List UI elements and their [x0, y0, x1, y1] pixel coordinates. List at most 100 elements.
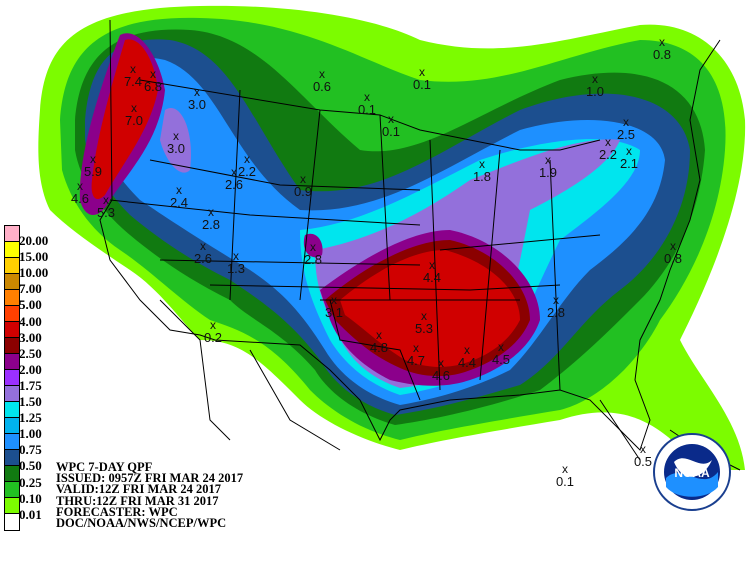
legend-label: 10.00 — [19, 265, 49, 281]
maximum-value-label: 2.8 — [202, 217, 220, 232]
maximum-marker-icon: x — [479, 157, 485, 171]
legend-label: 2.50 — [19, 345, 42, 361]
maximum-value-label: 2.6 — [194, 251, 212, 266]
maximum-value-label: 2.2 — [238, 164, 256, 179]
maximum-marker-icon: x — [319, 67, 325, 81]
maximum-marker-icon: x — [208, 205, 214, 219]
maximum-value-label: 7.0 — [125, 113, 143, 128]
maximum-value-label: 2.8 — [304, 252, 322, 267]
legend-label: 7.00 — [19, 281, 42, 297]
maximum-value-label: 0.9 — [294, 184, 312, 199]
maximum-marker-icon: x — [464, 343, 470, 357]
legend-label: 0.75 — [19, 442, 42, 458]
legend-swatch — [5, 514, 19, 530]
maximum-marker-icon: x — [150, 67, 156, 81]
maximum-value-label: 5.3 — [415, 321, 433, 336]
legend-swatch — [5, 242, 19, 258]
maximum-marker-icon: x — [670, 239, 676, 253]
maximum-marker-icon: x — [176, 183, 182, 197]
maximum-marker-icon: x — [438, 356, 444, 370]
legend-swatch — [5, 338, 19, 354]
maximum-marker-icon: x — [300, 172, 306, 186]
maximum-value-label: 1.0 — [586, 84, 604, 99]
issued-time: ISSUED: 0957Z FRI MAR 24 2017 — [56, 471, 244, 486]
forecaster: FORECASTER: WPC — [56, 504, 178, 519]
maximum-value-label: 2.5 — [617, 127, 635, 142]
maximum-marker-icon: x — [173, 129, 179, 143]
legend-swatch — [5, 274, 19, 290]
maximum-marker-icon: x — [210, 318, 216, 332]
maximum-marker-icon: x — [376, 328, 382, 342]
maximum-value-label: 4.4 — [423, 270, 441, 285]
legend-label: 20.00 — [19, 233, 49, 248]
maximum-value-label: 7.4 — [124, 74, 142, 89]
precip-shading — [38, 5, 746, 471]
legend-label: 0.50 — [19, 458, 42, 474]
legend-label: 1.75 — [19, 377, 42, 393]
legend-label: 15.00 — [19, 249, 49, 265]
maximum-value-label: 0.1 — [413, 77, 431, 92]
legend-swatch — [5, 258, 19, 274]
legend-swatch — [5, 306, 19, 322]
maximum-marker-icon: x — [77, 179, 83, 193]
maximum-marker-icon: x — [413, 341, 419, 355]
legend-label: 0.01 — [19, 506, 42, 522]
maximum-value-label: 2.1 — [620, 156, 638, 171]
color-legend — [4, 225, 20, 531]
legend-label: 4.00 — [19, 313, 42, 329]
maximum-value-label: 3.0 — [167, 141, 185, 156]
legend-swatch — [5, 450, 19, 466]
maximum-marker-icon: x — [553, 293, 559, 307]
maximum-marker-icon: x — [640, 442, 646, 456]
legend-swatch — [5, 434, 19, 450]
legend-swatch — [5, 386, 19, 402]
maximum-marker-icon: x — [200, 239, 206, 253]
maximum-marker-icon: x — [130, 62, 136, 76]
maximum-value-label: 5.3 — [97, 205, 115, 220]
maximum-value-label: 4.5 — [492, 352, 510, 367]
maximum-value-label: 0.5 — [634, 454, 652, 469]
maximum-marker-icon: x — [233, 249, 239, 263]
product-title: WPC 7-DAY QPF — [56, 460, 153, 474]
legend-swatch — [5, 226, 19, 242]
maximum-marker-icon: x — [562, 462, 568, 476]
maximum-marker-icon: x — [388, 112, 394, 126]
maximum-marker-icon: x — [310, 240, 316, 254]
maximum-value-label: 4.8 — [370, 340, 388, 355]
maximum-value-label: 0.1 — [358, 102, 376, 117]
maximum-marker-icon: x — [623, 115, 629, 129]
product-info: WPC 7-DAY QPF ISSUED: 0957Z FRI MAR 24 20… — [56, 460, 244, 530]
maximum-marker-icon: x — [498, 340, 504, 354]
maximum-marker-icon: x — [592, 72, 598, 86]
maximum-value-label: 0.2 — [204, 330, 222, 345]
maximum-value-label: 0.8 — [653, 47, 671, 62]
maximum-value-label: 4.7 — [407, 353, 425, 368]
maximum-value-label: 0.6 — [313, 79, 331, 94]
maximum-value-label: 0.1 — [382, 124, 400, 139]
maximum-marker-icon: x — [90, 152, 96, 166]
legend-swatch — [5, 418, 19, 434]
maximum-marker-icon: x — [545, 153, 551, 167]
legend-swatch — [5, 482, 19, 498]
legend-swatch — [5, 322, 19, 338]
maximum-marker-icon: x — [626, 144, 632, 158]
logo-text: NOAA — [674, 466, 710, 480]
maximum-marker-icon: x — [659, 35, 665, 49]
legend-label: 1.25 — [19, 410, 42, 426]
maximum-marker-icon: x — [421, 309, 427, 323]
maximum-marker-icon: x — [605, 135, 611, 149]
legend-swatch — [5, 466, 19, 482]
legend-swatch — [5, 370, 19, 386]
maximum-value-label: 3.0 — [188, 97, 206, 112]
legend-label: 1.50 — [19, 394, 42, 409]
legend-swatch — [5, 402, 19, 418]
noaa-logo: NOAA — [653, 433, 731, 511]
maximum-marker-icon: x — [244, 152, 250, 166]
maximum-marker-icon: x — [429, 258, 435, 272]
maximum-value-label: 2.2 — [599, 147, 617, 162]
thru-time: THRU:12Z FRI MAR 31 2017 — [56, 493, 219, 508]
legend-label: 5.00 — [19, 297, 42, 313]
maximum-value-label: 4.6 — [432, 368, 450, 383]
maximum-value-label: 6.8 — [144, 79, 162, 94]
